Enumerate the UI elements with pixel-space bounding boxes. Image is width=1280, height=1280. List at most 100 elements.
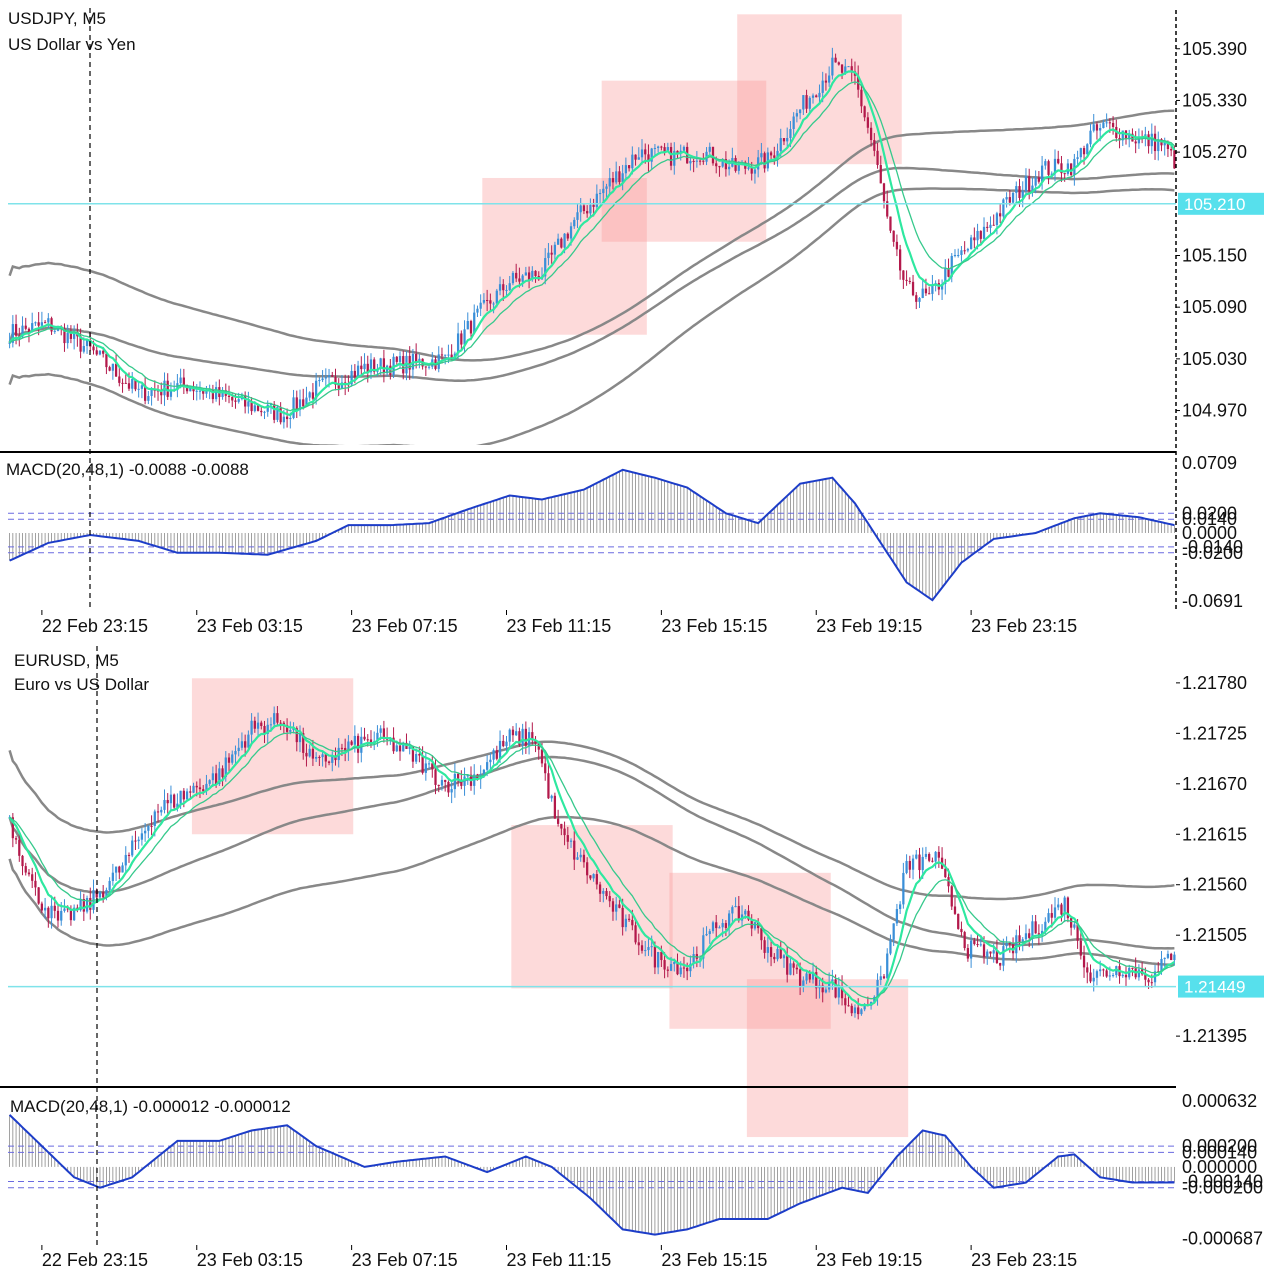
candle-body — [1086, 967, 1089, 973]
candle-body — [511, 272, 515, 284]
candle-body — [24, 325, 27, 329]
candle-body — [989, 951, 992, 954]
candle-body — [121, 865, 124, 873]
eurusd-chart[interactable]: 1.21449 1.217801.217251.216701.216151.21… — [0, 646, 1264, 1270]
candle-body — [928, 293, 931, 295]
candle-body — [924, 853, 928, 857]
candle-body — [669, 964, 673, 971]
candle-body — [815, 972, 818, 989]
candle-body — [102, 892, 105, 898]
candle-body — [576, 212, 579, 220]
candle-body — [711, 146, 715, 164]
time-tick-label: 23 Feb 03:15 — [197, 1250, 303, 1270]
candle-body — [808, 97, 811, 109]
candle-body — [698, 958, 702, 960]
candle-body — [143, 830, 147, 834]
candle-body — [66, 332, 69, 344]
candle-body — [460, 779, 463, 786]
candle-body — [766, 947, 769, 953]
candle-body — [1111, 975, 1115, 977]
candle-body — [292, 397, 295, 418]
candle-body — [650, 946, 653, 948]
macd-tick-label: 0.000140 — [1182, 1142, 1257, 1162]
candle-body — [915, 854, 918, 859]
price-tick-label: 105.270 — [1182, 142, 1247, 162]
candle-body — [792, 116, 795, 130]
candle-body — [637, 157, 640, 160]
time-tick-label: 23 Feb 11:15 — [506, 616, 611, 636]
candle-body — [408, 746, 411, 749]
candle-body — [356, 735, 360, 753]
candle-body — [392, 737, 395, 752]
candle-body — [1086, 144, 1089, 155]
candle-body — [624, 918, 628, 928]
candle-body — [508, 729, 511, 742]
candle-body — [92, 346, 95, 351]
candle-body — [963, 932, 966, 949]
candle-body — [131, 379, 134, 389]
candle-body — [63, 328, 66, 344]
candle-body — [1057, 158, 1060, 164]
candle-body — [47, 907, 50, 919]
candle-body — [644, 950, 647, 952]
usdjpy-price-axis: 105.390 105.330 105.270 105.150 105.090 105.0… — [1176, 39, 1247, 421]
candle-body — [415, 353, 418, 362]
candle-body — [321, 378, 324, 381]
candle-body — [21, 855, 24, 867]
candle-body — [1163, 142, 1166, 146]
candle-body — [908, 860, 911, 870]
highlight-box — [511, 825, 673, 989]
candle-body — [240, 741, 244, 748]
candle-body — [844, 66, 847, 73]
candle-body — [131, 840, 134, 856]
candle-body — [1163, 957, 1166, 959]
candle-body — [837, 985, 840, 998]
candle-body — [976, 230, 979, 241]
candle-body — [899, 249, 902, 271]
candle-body — [1005, 197, 1008, 200]
candle-body — [453, 773, 457, 790]
candle-body — [1157, 139, 1160, 152]
candle-body — [408, 355, 411, 370]
eurusd-macd-pane[interactable] — [8, 1114, 1176, 1236]
usdjpy-chart[interactable]: 105.210 105.390105.330105.270105.150105.… — [0, 8, 1264, 636]
candle-body — [305, 397, 308, 407]
candle-body — [492, 303, 495, 305]
candle-body — [718, 927, 721, 929]
candle-body — [886, 201, 889, 217]
candle-body — [879, 976, 882, 980]
candle-body — [1134, 141, 1137, 144]
candle-body — [1131, 967, 1134, 969]
candle-body — [563, 828, 566, 836]
candle-body — [424, 763, 427, 773]
candle-body — [640, 149, 644, 158]
usdjpy-time-axis: 22 Feb 23:15 23 Feb 03:15 23 Feb 07:15 23 F… — [41, 610, 1077, 636]
highlight-box — [669, 872, 831, 1029]
candle-body — [1105, 970, 1108, 977]
envelope-line — [8, 740, 1175, 901]
candle-body — [1057, 904, 1060, 908]
candle-body — [902, 872, 905, 905]
candle-body — [534, 740, 537, 744]
candle-body — [376, 732, 379, 742]
candle-body — [524, 728, 527, 746]
time-tick-label: 23 Feb 07:15 — [352, 616, 458, 636]
candle-body — [1070, 163, 1073, 175]
candle-body — [118, 376, 121, 383]
time-tick-label: 23 Feb 07:15 — [352, 1250, 458, 1270]
candle-body — [315, 380, 318, 399]
candle-body — [979, 944, 982, 946]
candle-body — [689, 963, 692, 972]
candle-body — [195, 785, 198, 788]
usdjpy-macd-pane[interactable] — [8, 468, 1176, 602]
candle-body — [1015, 935, 1018, 954]
candle-body — [560, 238, 563, 248]
candle-body — [321, 754, 324, 758]
eurusd-description-label: Euro vs US Dollar — [14, 675, 149, 694]
candle-body — [947, 877, 950, 887]
candle-body — [995, 950, 999, 964]
candle-body — [573, 219, 576, 227]
candle-body — [753, 922, 757, 929]
candle-body — [1040, 165, 1044, 182]
candle-body — [337, 384, 340, 389]
